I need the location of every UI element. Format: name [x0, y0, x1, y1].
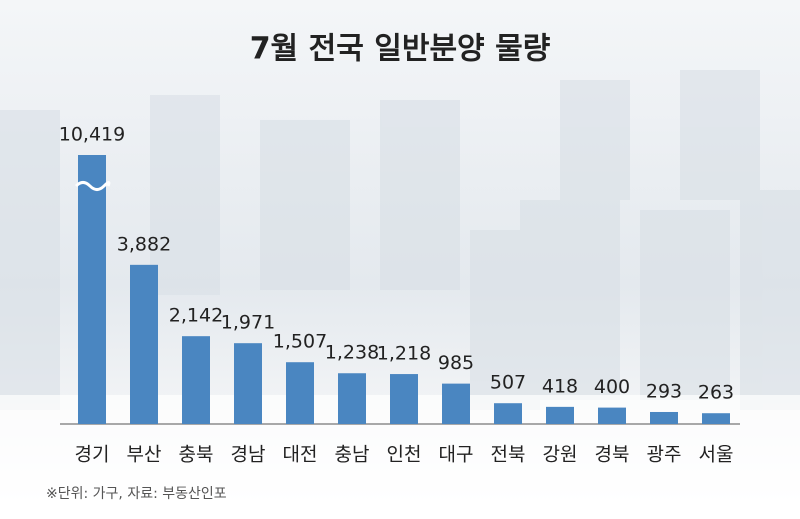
value-label: 1,218: [377, 343, 431, 365]
bar: [182, 336, 210, 424]
bar: [494, 403, 522, 424]
bar: [442, 383, 470, 424]
x-tick-label: 광주: [647, 444, 682, 466]
x-tick-label: 경북: [595, 444, 630, 466]
bar: [598, 407, 626, 424]
x-tick-label: 전북: [491, 444, 526, 466]
x-tick-label: 인천: [387, 444, 422, 466]
value-label: 1,507: [273, 331, 327, 353]
bar: [390, 374, 418, 424]
footnote: ※단위: 가구, 자료: 부동산인포: [46, 486, 227, 502]
value-label: 3,882: [117, 233, 171, 255]
x-tick-label: 충남: [335, 444, 370, 466]
bar: [702, 413, 730, 424]
x-tick-label: 대전: [283, 444, 318, 466]
bar: [338, 373, 366, 424]
x-tick-label: 강원: [543, 444, 578, 466]
value-label: 1,238: [325, 342, 379, 364]
x-tick-label: 부산: [127, 444, 162, 466]
value-label: 507: [490, 372, 526, 394]
x-tick-label: 대구: [439, 444, 474, 466]
chart-title: 7월 전국 일반분양 물량: [250, 32, 551, 67]
x-tick-label: 충북: [179, 444, 214, 466]
buildings: [0, 70, 800, 410]
bar: [78, 155, 106, 424]
axis-break: [74, 181, 111, 191]
value-label: 263: [698, 382, 734, 404]
x-tick-label: 경남: [231, 444, 266, 466]
value-label: 985: [438, 352, 474, 374]
value-label: 293: [646, 380, 682, 402]
value-label: 10,419: [59, 124, 125, 146]
value-label: 2,142: [169, 305, 223, 327]
x-tick-label: 경기: [75, 444, 110, 466]
bar: [546, 406, 574, 424]
bar: [234, 343, 262, 424]
bar: [286, 362, 314, 424]
value-label: 418: [542, 375, 578, 397]
bar: [650, 411, 678, 424]
x-tick-label: 서울: [699, 444, 734, 466]
value-label: 400: [594, 376, 630, 398]
bar: [130, 264, 158, 424]
value-label: 1,971: [221, 312, 275, 334]
